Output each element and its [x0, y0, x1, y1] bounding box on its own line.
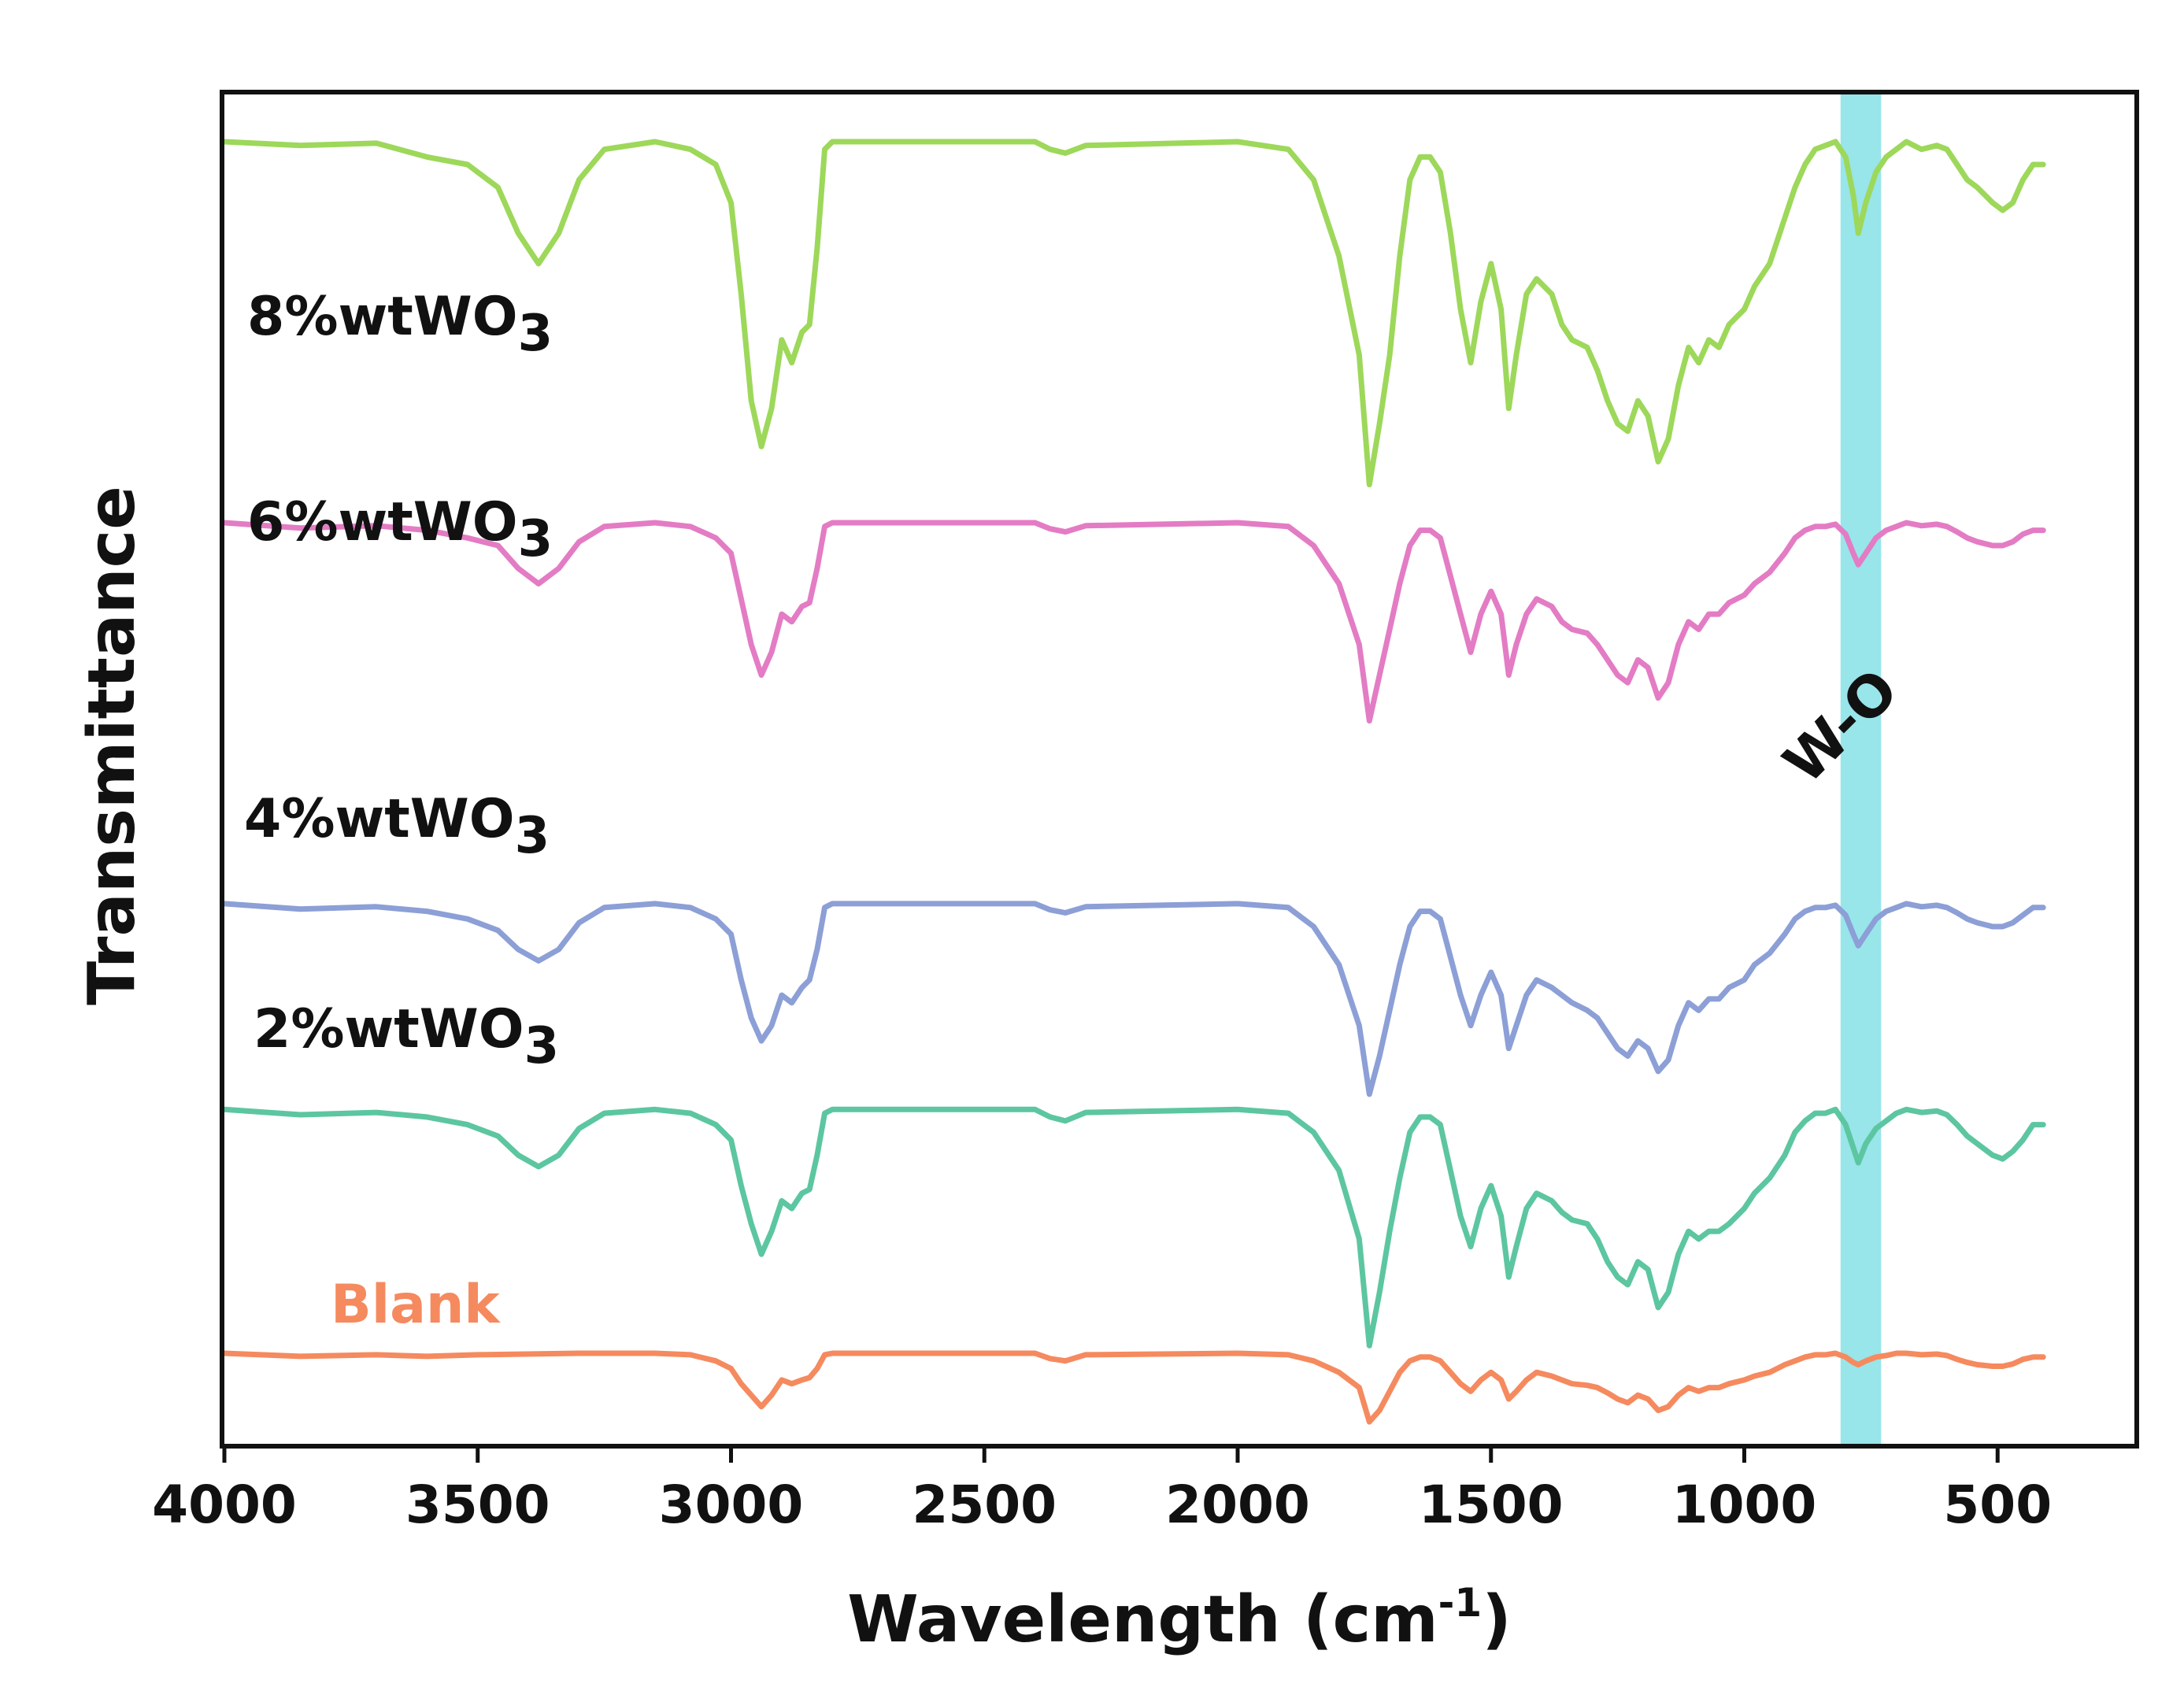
x-tick-label: 1500: [1419, 1475, 1564, 1535]
series-layer: [221, 139, 2046, 1425]
x-tick-label: 4000: [152, 1475, 297, 1535]
series-label-blank: Blank: [331, 1274, 501, 1336]
x-axis-title: Wavelength (cm-1): [847, 1580, 1511, 1657]
series-label-2wtwo: 2%wtWO3: [254, 998, 559, 1075]
x-axis: 4000 3500 3000 2500 2000 1500 1000 500: [152, 1444, 2052, 1535]
plot-frame: [220, 90, 2139, 1449]
y-axis-title: Transmittance: [75, 486, 150, 1005]
series-line-2wtwo: [221, 1106, 2046, 1349]
series-label-4wtwo: 4%wtWO3: [244, 788, 550, 865]
series-line-blank: [221, 1350, 2046, 1425]
series-label-8wtwo: 8%wtWO3: [247, 286, 553, 363]
x-tick-label: 3000: [659, 1475, 804, 1535]
x-tick-label: 2000: [1165, 1475, 1310, 1535]
series-line-4wtwo: [221, 901, 2046, 1097]
x-tick-label: 1000: [1672, 1475, 1817, 1535]
x-tick-label: 2500: [912, 1475, 1057, 1535]
x-tick-label: 500: [1943, 1475, 2052, 1535]
w-o-highlight-band: [1840, 94, 1882, 1444]
series-line-6wtwo: [221, 520, 2046, 724]
highlight-band-layer: [1840, 94, 1882, 1444]
series-label-6wtwo: 6%wtWO3: [247, 491, 553, 568]
series-line-8wtwo: [221, 139, 2046, 488]
x-tick-label: 3500: [405, 1475, 550, 1535]
